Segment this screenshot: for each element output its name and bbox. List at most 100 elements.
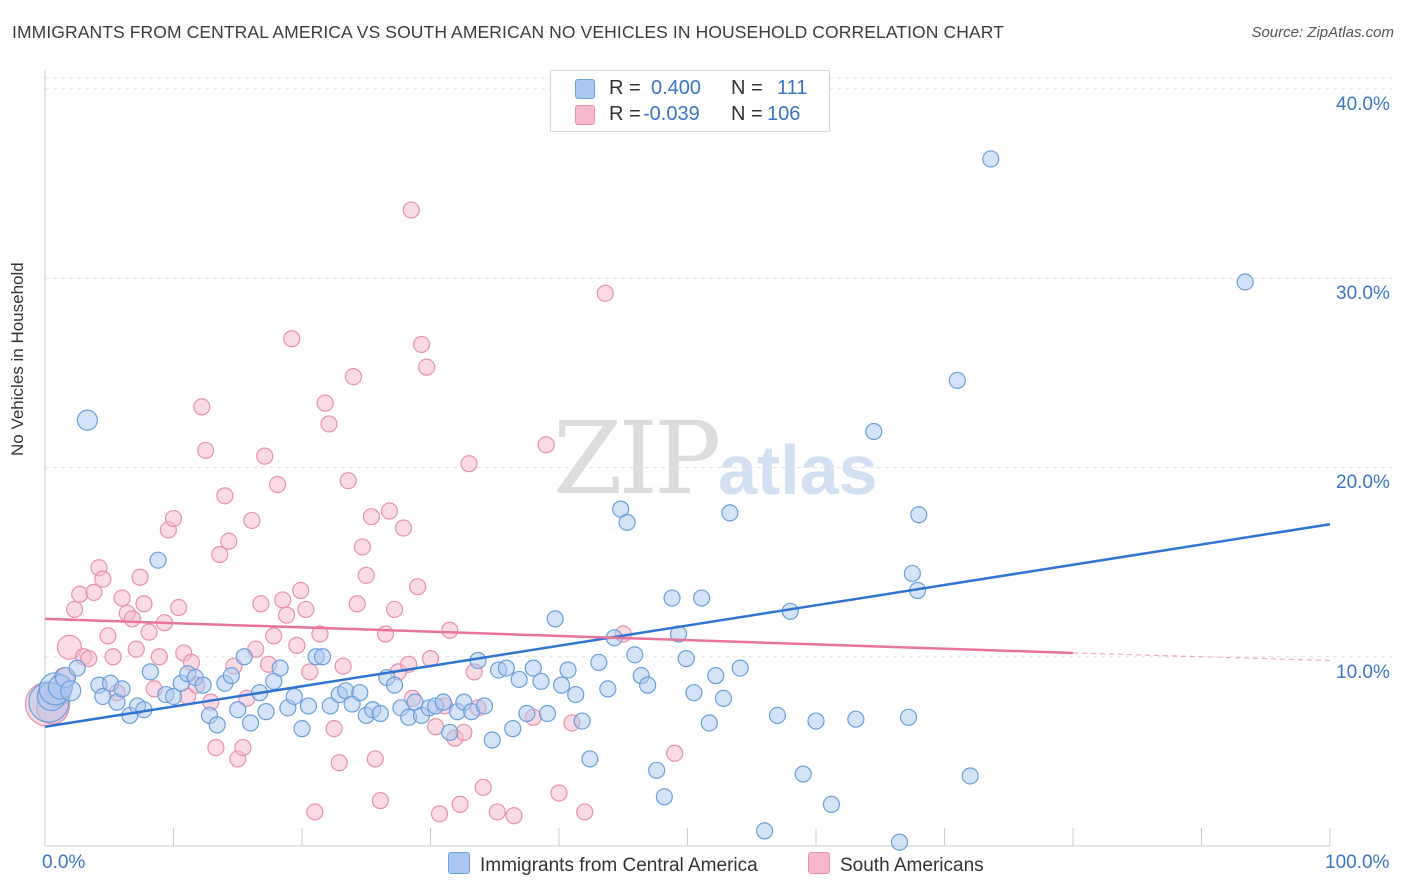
point-south-american [211, 545, 229, 564]
point-central-america [768, 706, 787, 725]
legend-r-label: R = [609, 103, 641, 125]
bottom-legend-blue: Immigrants from Central America [448, 852, 758, 877]
point-south-american [430, 805, 449, 823]
legend-n-value: 111 [777, 77, 808, 99]
point-central-america [961, 767, 979, 785]
source-attribution: Source: ZipAtlas.com [1251, 24, 1394, 41]
point-central-america [899, 708, 918, 726]
point-central-america [532, 672, 550, 690]
point-central-america [648, 761, 666, 779]
point-central-america [483, 731, 501, 749]
bottom-legend-label-pink: South Americans [840, 855, 984, 876]
point-central-america [524, 659, 542, 677]
point-central-america [685, 684, 703, 702]
point-south-american [197, 441, 215, 460]
point-south-american [537, 436, 555, 454]
point-central-america [60, 680, 82, 702]
point-south-american [283, 330, 301, 348]
point-south-american [220, 532, 238, 550]
point-south-american [339, 472, 357, 490]
point-central-america [141, 663, 159, 681]
point-central-america [903, 564, 921, 583]
y-tick-label: 30.0% [1336, 283, 1390, 305]
legend-r-value: -0.039 [643, 103, 700, 125]
point-south-american [252, 595, 270, 613]
point-south-american [306, 803, 324, 821]
point-south-american [596, 284, 614, 302]
point-central-america [731, 659, 749, 677]
point-central-america [573, 712, 591, 730]
point-south-american [576, 803, 594, 821]
point-central-america [222, 667, 240, 685]
point-central-america [475, 697, 494, 715]
point-central-america [510, 670, 528, 689]
point-south-american [409, 578, 427, 596]
point-south-american [288, 636, 306, 654]
point-central-america [385, 676, 404, 694]
x-tick-label-min: 0.0% [42, 852, 86, 873]
point-south-american [292, 581, 310, 600]
point-central-america [518, 704, 536, 723]
bottom-legend-pink: South Americans [808, 852, 984, 877]
point-south-american [297, 600, 315, 619]
point-south-american [451, 795, 469, 813]
point-central-america [242, 714, 260, 732]
point-central-america [208, 716, 226, 734]
point-south-american [474, 778, 492, 796]
point-central-america [546, 610, 564, 628]
point-central-america [677, 650, 695, 668]
point-central-america [581, 750, 599, 768]
point-south-american [366, 750, 384, 768]
point-central-america [371, 704, 389, 723]
point-south-american [316, 394, 334, 412]
watermark-zip: ZIP [553, 400, 721, 517]
point-central-america [235, 648, 253, 666]
point-south-american [207, 738, 225, 757]
legend-row-blue: R = 0.400 N = 111 [551, 75, 829, 101]
point-central-america [663, 589, 681, 607]
y-axis-label: No Vehicles in Household [8, 262, 27, 456]
point-south-american [666, 744, 684, 762]
legend-r-label: R = [609, 77, 641, 99]
point-central-america [982, 150, 1000, 168]
point-central-america [321, 697, 339, 715]
point-central-america [559, 661, 577, 679]
point-south-american [380, 502, 398, 520]
point-south-american [131, 568, 149, 586]
point-central-america [351, 684, 369, 702]
point-south-american [268, 475, 287, 494]
point-central-america [693, 589, 711, 607]
correlation-legend: R = 0.400 N = 111 R = -0.039 N = 106 [550, 70, 830, 132]
point-central-america [504, 720, 522, 738]
point-south-american [71, 585, 89, 603]
point-central-america [257, 703, 275, 721]
point-south-american [85, 583, 103, 601]
legend-n-label: N = [731, 77, 763, 99]
point-central-america [794, 765, 812, 783]
point-south-american [330, 754, 348, 772]
point-central-america [1236, 273, 1254, 291]
trend-line-central-america [44, 523, 1331, 728]
point-central-america [552, 676, 571, 694]
point-central-america [714, 689, 733, 707]
legend-n-value: 106 [767, 103, 801, 125]
point-central-america [149, 551, 167, 569]
point-central-america [847, 710, 865, 728]
point-central-america [822, 795, 841, 813]
point-central-america [434, 693, 452, 711]
point-central-america [441, 723, 459, 742]
point-central-america [618, 513, 636, 531]
point-south-american [301, 663, 319, 681]
legend-row-pink: R = -0.039 N = 106 [551, 101, 829, 127]
point-central-america [910, 506, 928, 524]
point-south-american [140, 623, 158, 641]
point-south-american [357, 566, 375, 584]
point-central-america [599, 680, 617, 698]
point-south-american [127, 640, 145, 658]
watermark-atlas: atlas [718, 431, 878, 509]
point-central-america [164, 687, 183, 706]
point-south-american [325, 720, 343, 738]
y-tick-label: 40.0% [1336, 93, 1390, 115]
point-south-american [344, 368, 362, 386]
legend-swatch-pink [575, 105, 595, 125]
